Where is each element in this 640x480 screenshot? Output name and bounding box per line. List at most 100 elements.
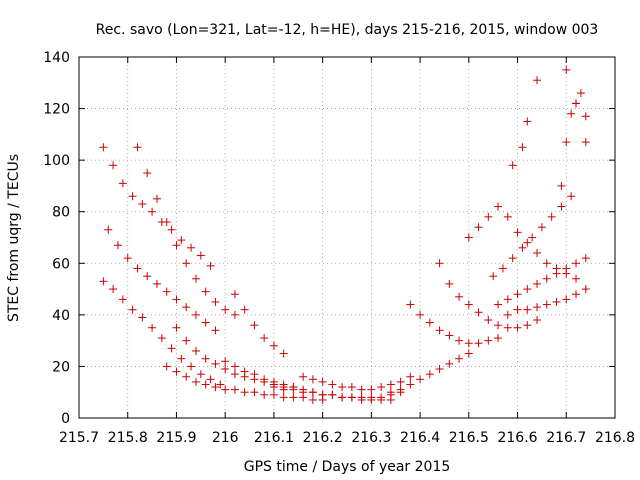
data-point xyxy=(162,362,171,371)
plot-frame xyxy=(78,56,616,419)
data-point xyxy=(240,388,249,397)
data-point xyxy=(552,297,561,306)
y-tick-label: 140 xyxy=(43,50,70,66)
data-point xyxy=(230,310,239,319)
data-point xyxy=(143,169,152,178)
data-point xyxy=(581,112,590,121)
data-point xyxy=(503,212,512,221)
data-point xyxy=(269,390,278,399)
data-point xyxy=(162,287,171,296)
data-point xyxy=(196,251,205,260)
data-point xyxy=(128,192,137,201)
data-point xyxy=(230,290,239,299)
data-point xyxy=(474,308,483,317)
data-point xyxy=(182,336,191,345)
data-point xyxy=(562,138,571,147)
data-point xyxy=(445,359,454,368)
data-point xyxy=(308,388,317,397)
y-tick-label: 20 xyxy=(52,359,70,375)
data-point xyxy=(143,272,152,281)
data-point xyxy=(581,254,590,263)
data-point xyxy=(118,295,127,304)
series-sat-c xyxy=(99,277,225,389)
data-point xyxy=(435,259,444,268)
data-point xyxy=(445,331,454,340)
data-point xyxy=(572,274,581,283)
x-tick-label: 216.3 xyxy=(351,430,391,446)
data-point xyxy=(299,388,308,397)
data-point xyxy=(425,318,434,327)
data-point xyxy=(547,212,556,221)
data-point xyxy=(474,223,483,232)
data-point xyxy=(172,323,181,332)
data-point xyxy=(572,99,581,108)
data-point xyxy=(172,241,181,250)
data-point xyxy=(211,326,220,335)
y-tick-label: 100 xyxy=(43,153,70,169)
data-point xyxy=(513,305,522,314)
data-point xyxy=(377,393,386,402)
data-point xyxy=(464,300,473,309)
series-sat-p xyxy=(494,254,590,309)
data-point xyxy=(191,346,200,355)
y-tick-label: 40 xyxy=(52,308,70,324)
data-point xyxy=(167,225,176,234)
data-point xyxy=(201,380,210,389)
data-point xyxy=(562,264,571,273)
data-point xyxy=(128,305,137,314)
series-sat-d xyxy=(133,143,239,319)
data-point xyxy=(508,254,517,263)
data-point xyxy=(357,393,366,402)
data-point xyxy=(289,385,298,394)
y-tick-label: 0 xyxy=(61,411,70,427)
series-sat-l xyxy=(406,300,503,348)
data-point xyxy=(562,65,571,74)
x-tick-label: 215.8 xyxy=(108,430,148,446)
data-point xyxy=(576,89,585,98)
data-point xyxy=(367,385,376,394)
x-tick-label: 216.5 xyxy=(449,430,489,446)
data-point xyxy=(260,390,269,399)
data-point xyxy=(133,264,142,273)
data-point xyxy=(138,313,147,322)
series-sat-j xyxy=(299,372,415,394)
data-point xyxy=(118,179,127,188)
x-tick-label: 216.8 xyxy=(595,430,635,446)
data-point xyxy=(338,393,347,402)
data-point xyxy=(308,395,317,404)
data-point xyxy=(494,321,503,330)
data-point xyxy=(503,323,512,332)
series-sat-f xyxy=(172,323,298,392)
x-tick-label: 216.1 xyxy=(254,430,294,446)
data-point xyxy=(279,393,288,402)
data-point xyxy=(386,380,395,389)
data-point xyxy=(182,372,191,381)
data-point xyxy=(221,357,230,366)
data-point xyxy=(279,385,288,394)
data-point xyxy=(221,365,230,374)
data-point xyxy=(162,218,171,227)
data-point xyxy=(455,354,464,363)
data-point xyxy=(542,259,551,268)
data-point xyxy=(542,300,551,309)
data-point xyxy=(494,334,503,343)
data-point xyxy=(386,388,395,397)
data-point xyxy=(435,326,444,335)
data-point xyxy=(109,285,118,294)
data-point xyxy=(518,143,527,152)
data-point xyxy=(357,385,366,394)
data-point xyxy=(406,300,415,309)
x-tick-label: 216.7 xyxy=(546,430,586,446)
data-point xyxy=(260,375,269,384)
data-point xyxy=(182,259,191,268)
data-point xyxy=(240,367,249,376)
data-point xyxy=(201,318,210,327)
data-point xyxy=(201,354,210,363)
chart-title: Rec. savo (Lon=321, Lat=-12, h=HE), days… xyxy=(96,22,599,38)
data-point xyxy=(513,228,522,237)
data-point xyxy=(148,207,157,216)
data-point xyxy=(464,233,473,242)
data-point xyxy=(406,372,415,381)
data-point xyxy=(533,248,542,257)
data-point xyxy=(425,370,434,379)
